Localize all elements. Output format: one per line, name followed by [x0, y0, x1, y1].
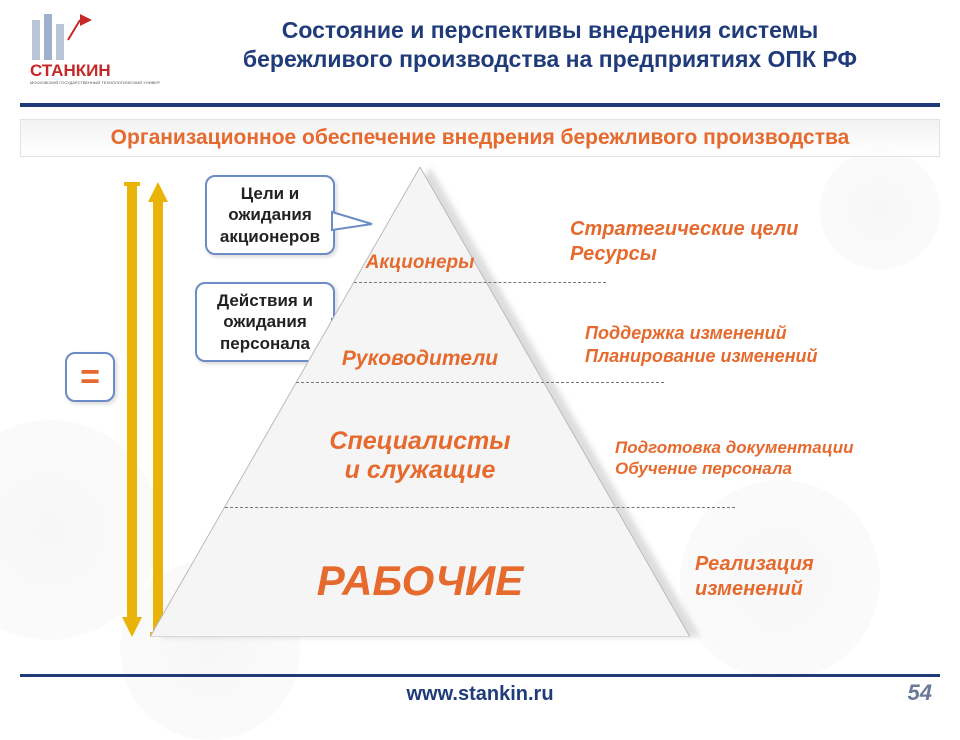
subtitle-text: Организационное обеспечение внедрения бе…	[111, 126, 850, 149]
page-header: СТАНКИН МОСКОВСКИЙ ГОСУДАРСТВЕННЫЙ ТЕХНО…	[0, 0, 960, 95]
equals-symbol: =	[80, 358, 100, 396]
title-line-2: бережливого производства на предприятиях…	[160, 45, 940, 74]
desc-implementation: Реализация изменений	[695, 552, 814, 602]
desc-strategic-goals: Стратегические цели Ресурсы	[570, 217, 798, 267]
pyramid-level-workers: РАБОЧИЕ	[240, 557, 600, 605]
pyramid-divider	[296, 382, 663, 383]
pyramid-level-shareholders: Акционеры	[240, 252, 600, 274]
pyramid-level-specialists: Специалисты и служащие	[240, 427, 600, 485]
page-number: 54	[908, 680, 932, 706]
logo-tagline: МОСКОВСКИЙ ГОСУДАРСТВЕННЫЙ ТЕХНОЛОГИЧЕСК…	[30, 80, 160, 85]
page-title: Состояние и перспективы внедрения систем…	[160, 10, 940, 74]
page-footer: www.stankin.ru	[20, 674, 940, 706]
logo-text: СТАНКИН	[30, 61, 111, 80]
title-line-1: Состояние и перспективы внедрения систем…	[160, 16, 940, 45]
equals-box: =	[65, 352, 115, 402]
diagram-area: = Цели и ожидания акционеров Действия и …	[20, 167, 940, 667]
pyramid-divider	[225, 507, 736, 508]
desc-change-support: Поддержка изменений Планирование изменен…	[585, 322, 818, 367]
pyramid-level-managers: Руководители	[240, 347, 600, 371]
pyramid-divider	[354, 282, 606, 283]
logo: СТАНКИН МОСКОВСКИЙ ГОСУДАРСТВЕННЫЙ ТЕХНО…	[20, 10, 160, 95]
desc-documentation: Подготовка документации Обучение персона…	[615, 437, 854, 480]
footer-site: www.stankin.ru	[406, 683, 553, 705]
header-rule	[20, 103, 940, 107]
subtitle-band: Организационное обеспечение внедрения бе…	[20, 119, 940, 157]
